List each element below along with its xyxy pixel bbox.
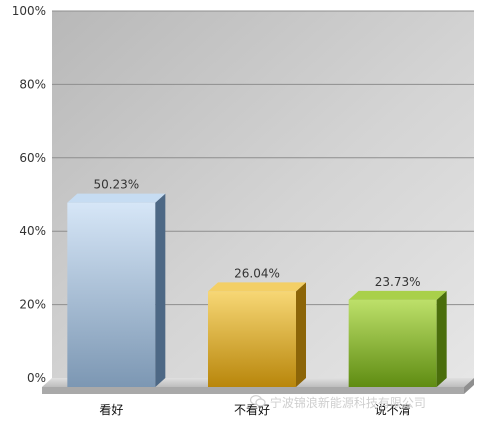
bars	[67, 193, 447, 387]
data-labels: 50.23% 26.04% 23.73%	[93, 178, 420, 289]
bar-side	[296, 282, 306, 387]
y-tick-label: 80%	[19, 77, 46, 91]
bar	[208, 282, 306, 387]
y-axis-ticks: 0% 20% 40% 60% 80% 100%	[12, 4, 46, 385]
data-label: 26.04%	[234, 266, 280, 280]
bar-front	[348, 299, 437, 387]
y-tick-label: 0%	[27, 371, 46, 385]
bar	[67, 193, 166, 387]
bar	[348, 290, 447, 387]
data-label: 23.73%	[375, 275, 421, 289]
bar-front	[67, 202, 156, 387]
y-tick-label: 40%	[19, 224, 46, 238]
y-tick-label: 20%	[19, 298, 46, 312]
bar-top	[348, 290, 447, 300]
y-tick-label: 100%	[12, 4, 46, 18]
floor-edge	[42, 387, 464, 394]
bar-top	[208, 282, 306, 292]
wechat-icon	[249, 395, 270, 410]
watermark: 宁波锦浪新能源科技有限公司	[249, 394, 426, 411]
bar-side	[155, 193, 166, 387]
data-label: 50.23%	[93, 178, 139, 192]
bar-side	[436, 290, 447, 387]
bar-front	[208, 291, 296, 387]
watermark-text: 宁波锦浪新能源科技有限公司	[269, 396, 426, 410]
bar-top	[67, 193, 166, 203]
floor-side	[464, 378, 474, 394]
y-tick-label: 60%	[19, 151, 46, 165]
x-tick-label: 看好	[99, 403, 123, 417]
x-tick-label: 说不清	[375, 402, 411, 417]
